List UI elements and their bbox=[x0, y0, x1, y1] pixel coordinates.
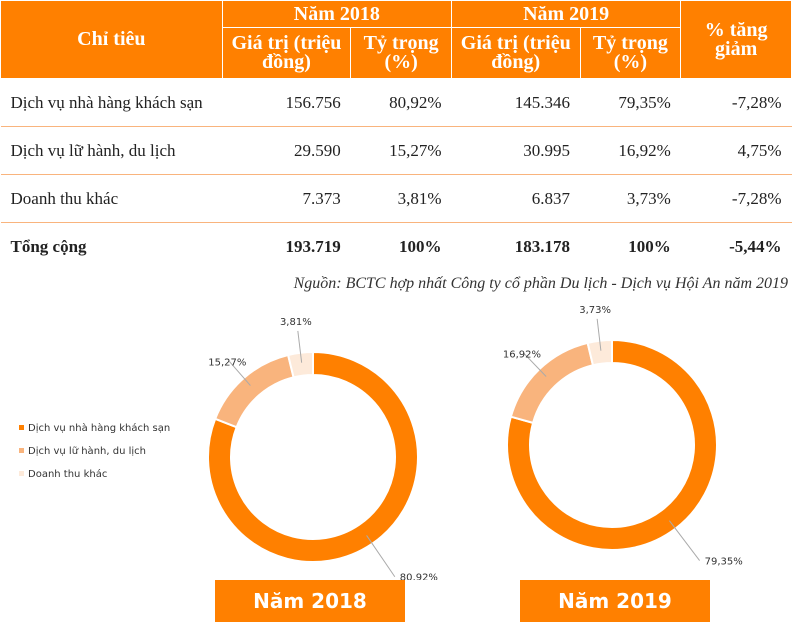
leader-line bbox=[596, 318, 602, 351]
header-year-2019: Năm 2019 bbox=[450, 0, 682, 28]
cell-v2018: 29.590 bbox=[222, 126, 351, 175]
legend-entry: Doanh thu khác bbox=[28, 468, 107, 480]
leader-line bbox=[668, 520, 701, 561]
table-row: Doanh thu khác 7.373 3,81% 6.837 3,73% -7,28% bbox=[0, 174, 792, 223]
cell-name: Tổng cộng bbox=[10, 236, 87, 256]
donut-slice bbox=[586, 338, 613, 367]
data-label: 16,92% bbox=[503, 349, 541, 360]
donut-slice bbox=[207, 350, 419, 563]
legend-swatch bbox=[19, 425, 24, 430]
cell-s2018: 15,27% bbox=[350, 126, 452, 175]
cell-v2019: 6.837 bbox=[451, 174, 581, 223]
cell-v2018: 193.719 bbox=[285, 236, 341, 256]
cell-v2018: 7.373 bbox=[222, 174, 351, 223]
legend-entry: Dịch vụ nhà hàng khách sạn bbox=[28, 422, 170, 434]
donut-slice bbox=[286, 350, 314, 379]
cell-change: -5,44% bbox=[729, 236, 782, 256]
cell-name: Doanh thu khác bbox=[0, 174, 223, 223]
header-value-2018: Giá trị (triệu đồng) bbox=[221, 27, 352, 79]
table-row: Dịch vụ lữ hành, du lịch 29.590 15,27% 30.9… bbox=[0, 126, 792, 175]
cell-s2018: 80,92% bbox=[350, 78, 452, 127]
data-label: 15,27% bbox=[208, 357, 246, 368]
cell-v2019: 183.178 bbox=[514, 236, 571, 256]
chart-title-2019: Năm 2019 bbox=[520, 580, 710, 622]
cell-s2018: 100% bbox=[398, 236, 442, 256]
legend-swatch bbox=[19, 471, 24, 476]
header-change: % tăng giảm bbox=[680, 0, 792, 79]
header-share-2019: Tỷ trọng (%) bbox=[579, 27, 682, 79]
leader-line bbox=[366, 535, 396, 578]
leader-line bbox=[523, 353, 547, 377]
data-label: 79,35% bbox=[705, 557, 743, 568]
cell-change: -7,28% bbox=[680, 78, 792, 127]
cell-s2019: 3,73% bbox=[580, 174, 681, 223]
cell-s2019: 79,35% bbox=[580, 78, 681, 127]
cell-s2019: 100% bbox=[628, 236, 671, 256]
data-label: 3,73% bbox=[579, 305, 611, 316]
cell-change: 4,75% bbox=[680, 126, 792, 175]
legend-swatch bbox=[19, 448, 24, 453]
donut-slice bbox=[506, 338, 718, 551]
data-label: 3,81% bbox=[280, 317, 312, 328]
cell-v2019: 30.995 bbox=[451, 126, 581, 175]
chart-title-2018: Năm 2018 bbox=[215, 580, 405, 622]
cell-name: Dịch vụ lữ hành, du lịch bbox=[0, 126, 223, 175]
cell-s2018: 3,81% bbox=[350, 174, 452, 223]
header-value-2019: Giá trị (triệu đồng) bbox=[450, 27, 581, 79]
cell-change: -7,28% bbox=[680, 174, 792, 223]
total-row: Tổng cộng 193.719 100% 183.178 100% -5,44% bbox=[1, 223, 792, 271]
leader-line bbox=[228, 361, 251, 386]
leader-line bbox=[297, 330, 303, 363]
data-label: 80,92% bbox=[400, 573, 438, 580]
cell-name: Dịch vụ nhà hàng khách sạn bbox=[0, 78, 223, 127]
cell-v2019: 145.346 bbox=[451, 78, 581, 127]
header-year-2018: Năm 2018 bbox=[221, 0, 452, 28]
revenue-table: Chỉ tiêu Năm 2018 Năm 2019 % tăng giảm G… bbox=[0, 0, 792, 270]
cell-s2019: 16,92% bbox=[580, 126, 681, 175]
legend-entry: Dịch vụ lữ hành, du lịch bbox=[28, 445, 146, 457]
table-row: Dịch vụ nhà hàng khách sạn 156.756 80,92% 1… bbox=[0, 78, 792, 127]
header-indicator: Chỉ tiêu bbox=[0, 0, 223, 79]
source-note: Nguồn: BCTC hợp nhất Công ty cổ phần Du … bbox=[293, 275, 788, 292]
donut-charts: 80,92% 15,27% 3,81% 79,35% 16,92% 3,73% Dịch v… bbox=[19, 305, 743, 580]
cell-v2018: 156.756 bbox=[222, 78, 351, 127]
header-share-2018: Tỷ trọng (%) bbox=[350, 27, 452, 79]
